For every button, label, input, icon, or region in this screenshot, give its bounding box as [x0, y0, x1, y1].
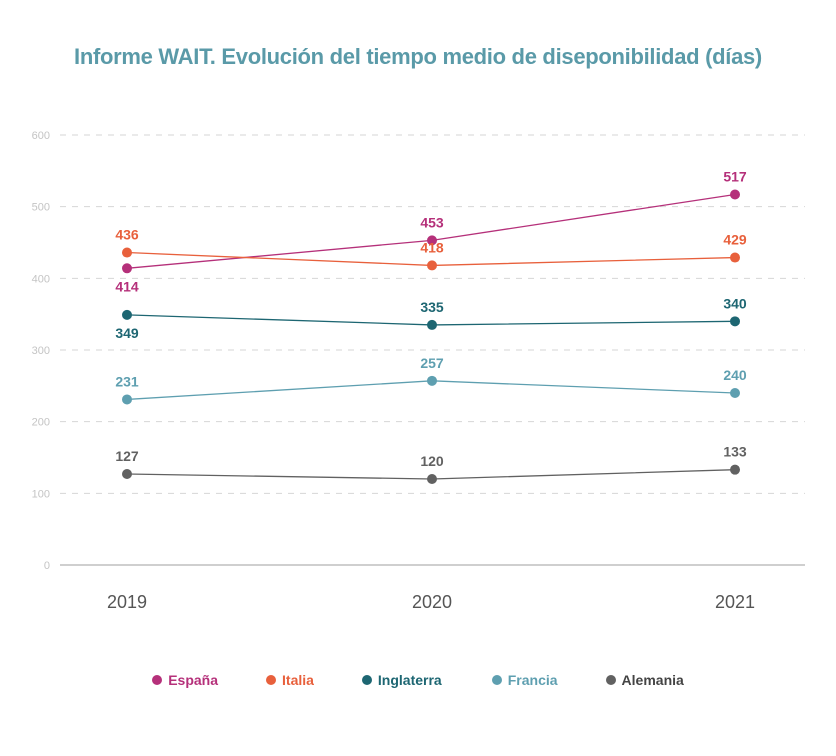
legend-item-francia: Francia: [491, 672, 558, 688]
y-tick-label: 500: [32, 202, 50, 214]
series-españa: 414 453 517: [115, 168, 747, 294]
data-point: [730, 252, 740, 263]
data-point: [427, 260, 437, 271]
data-label: 133: [723, 444, 747, 460]
legend-item-españa: España: [152, 672, 218, 688]
legend-dot-icon: [491, 675, 502, 685]
y-tick-label: 100: [32, 488, 50, 500]
data-label: 414: [115, 278, 139, 294]
legend: España Italia Inglaterra Francia Alemania: [0, 672, 836, 688]
legend-dot-icon: [152, 675, 163, 685]
y-tick-label: 200: [32, 417, 50, 429]
x-tick-label: 2021: [715, 592, 755, 612]
data-label: 120: [420, 453, 444, 469]
data-point: [730, 464, 740, 475]
y-tick-label: 0: [44, 560, 50, 572]
data-label: 349: [115, 325, 139, 341]
data-point: [730, 189, 740, 200]
series-francia: 231 257 240: [115, 355, 747, 405]
data-point: [427, 375, 437, 386]
data-label: 453: [420, 214, 444, 230]
data-label: 127: [115, 448, 139, 464]
data-point: [427, 319, 437, 330]
series-italia: 436 418 429: [115, 227, 747, 271]
legend-item-alemania: Alemania: [605, 672, 684, 688]
data-label: 340: [723, 295, 747, 311]
legend-dot-icon: [605, 675, 616, 685]
data-point: [427, 235, 437, 246]
chart-title: Informe WAIT. Evolución del tiempo medio…: [74, 44, 762, 69]
series-alemania: 127 120 133: [115, 444, 747, 484]
series-line: [126, 193, 736, 269]
legend-dot-icon: [361, 675, 372, 685]
data-point: [730, 388, 740, 398]
series-inglaterra: 349 335 340: [115, 295, 747, 341]
legend-label: Italia: [282, 672, 314, 688]
data-point: [122, 247, 132, 258]
data-point: [122, 394, 132, 405]
y-tick-label: 600: [32, 130, 50, 142]
data-label: 257: [420, 355, 444, 371]
data-point: [122, 263, 132, 274]
legend-dot-icon: [266, 675, 277, 685]
data-label: 429: [723, 232, 747, 248]
legend-item-italia: Italia: [266, 672, 314, 688]
x-tick-label: 2019: [107, 592, 147, 612]
data-label: 418: [420, 239, 444, 255]
data-point: [730, 316, 740, 327]
data-label: 517: [723, 168, 747, 184]
y-tick-label: 400: [32, 273, 50, 285]
legend-label: Inglaterra: [377, 672, 442, 688]
x-axis: 2019 2020 2021: [60, 564, 805, 612]
legend-label: Alemania: [621, 672, 684, 688]
grid-lines: [60, 134, 805, 494]
legend-label: Francia: [507, 672, 558, 688]
y-axis-ticks: 0 100 200 300 400 500 600: [32, 130, 50, 572]
data-point: [122, 309, 132, 320]
data-point: [122, 468, 132, 479]
legend-label: España: [168, 672, 219, 688]
data-label: 335: [420, 299, 444, 315]
data-point: [427, 474, 437, 484]
data-label: 231: [115, 373, 139, 389]
data-label: 240: [723, 367, 747, 383]
x-tick-label: 2020: [412, 592, 452, 612]
y-tick-label: 300: [32, 345, 50, 357]
legend-item-inglaterra: Inglaterra: [361, 672, 442, 688]
data-label: 436: [115, 227, 139, 243]
